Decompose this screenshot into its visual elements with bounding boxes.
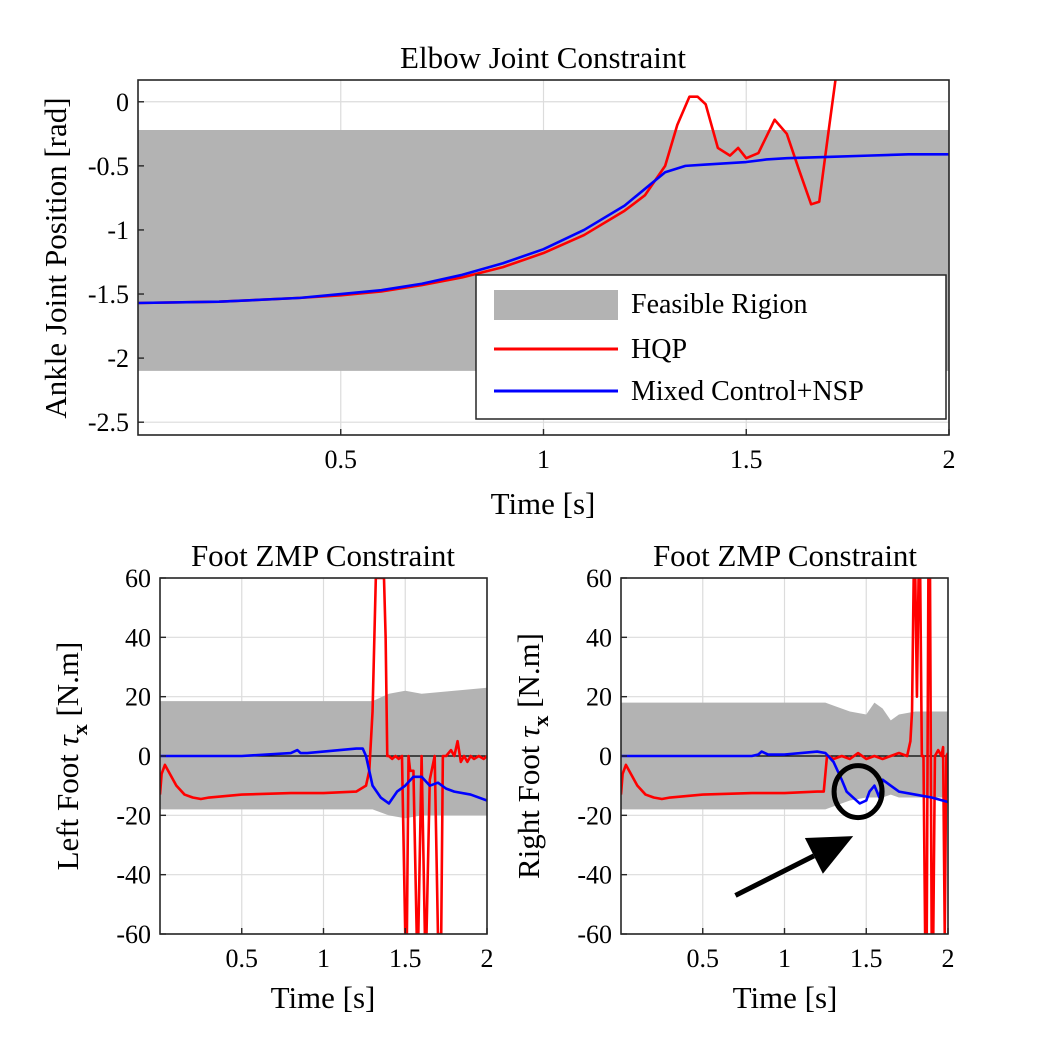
y-ticks: 0 -0.5 -1 -1.5 -2 -2.5 [88, 88, 144, 437]
y-tick-label: -0.5 [88, 152, 129, 181]
legend-label-feasible: Feasible Rigion [631, 289, 808, 320]
x-tick-label: 1 [778, 944, 791, 973]
legend-label-hqp: HQP [631, 334, 687, 365]
mixed-control-nsp-line [138, 153, 949, 305]
y-tick-label: 0 [138, 742, 151, 771]
right-foot-zmp-chart: 0.5 1 1.5 2 60 40 20 0 -20 -40 -60 Foot ZMP Const… [511, 538, 955, 1015]
arrow-head [804, 836, 854, 874]
elbow-joint-chart: 0.5 1 1.5 2 0 -0.5 -1 -1.5 -2 -2.5 Elbow Joint C… [38, 40, 956, 521]
x-tick-label: 2 [942, 944, 955, 973]
x-ticks: 0.5 1 1.5 2 [226, 928, 494, 973]
y-tick-label: -60 [577, 920, 612, 949]
y-tick-label: -2 [107, 344, 129, 373]
left-foot-zmp-chart: 0.5 1 1.5 2 60 40 20 0 -20 -40 -60 Foot ZMP Const… [50, 538, 494, 1015]
y-tick-label: 20 [586, 683, 612, 712]
highlight-circle [831, 763, 885, 821]
y-tick-label: -1 [107, 216, 129, 245]
y-tick-label: 60 [586, 564, 612, 593]
y-tick-label: -2.5 [88, 408, 129, 437]
y-axis-label-subscript: x [67, 724, 92, 735]
x-tick-label: 0.5 [325, 445, 358, 474]
y-tick-label: 40 [586, 623, 612, 652]
x-tick-label: 1 [537, 445, 550, 474]
x-tick-label: 2 [943, 445, 956, 474]
x-axis-label: Time [s] [733, 980, 838, 1015]
y-tick-label: -40 [577, 861, 612, 890]
y-axis-label-unit: [N.m] [50, 642, 85, 725]
y-tick-label: 40 [125, 623, 151, 652]
x-tick-label: 1.5 [730, 445, 763, 474]
y-axis-label: Left Foot τx [N.m] [50, 642, 92, 871]
series-lines [138, 80, 949, 305]
y-axis-label-symbol: τ [50, 733, 85, 746]
series-lines [160, 578, 487, 934]
x-axis-label: Time [s] [491, 486, 596, 521]
y-ticks: 60 40 20 0 -20 -40 -60 [577, 564, 627, 949]
x-tick-label: 1.5 [389, 944, 422, 973]
series-lines [621, 578, 948, 934]
y-axis-label: Ankle Joint Position [rad] [38, 97, 73, 418]
y-tick-label: 60 [125, 564, 151, 593]
mixed-control-nsp-line [160, 747, 487, 805]
y-tick-label: -40 [116, 861, 151, 890]
x-tick-label: 2 [481, 944, 494, 973]
arrow-shaft [734, 853, 816, 898]
hqp-line [160, 578, 487, 934]
x-ticks: 0.5 1 1.5 2 [325, 429, 956, 474]
x-axis-label: Time [s] [271, 980, 376, 1015]
y-axis-label-symbol: τ [511, 725, 546, 738]
y-tick-label: -60 [116, 920, 151, 949]
chart-title: Elbow Joint Constraint [400, 40, 686, 75]
y-axis-label-main: Right Foot [511, 738, 546, 879]
x-tick-label: 1.5 [850, 944, 883, 973]
y-axis-label-subscript: x [528, 716, 553, 727]
legend-swatch-feasible [494, 290, 618, 320]
chart-title: Foot ZMP Constraint [653, 538, 917, 573]
legend: Feasible Rigion HQP Mixed Control+NSP [475, 274, 947, 420]
x-tick-label: 1 [317, 944, 330, 973]
hqp-line [621, 578, 948, 934]
y-axis-label-unit: [N.m] [511, 633, 546, 716]
annotation [734, 763, 885, 898]
y-ticks: 60 40 20 0 -20 -40 -60 [116, 564, 166, 949]
y-tick-label: 20 [125, 683, 151, 712]
x-tick-label: 0.5 [226, 944, 259, 973]
x-tick-label: 0.5 [687, 944, 720, 973]
chart-title: Foot ZMP Constraint [191, 538, 455, 573]
y-tick-label: -1.5 [88, 280, 129, 309]
legend-label-mixed: Mixed Control+NSP [631, 376, 864, 407]
y-tick-label: 0 [116, 88, 129, 117]
y-axis-label: Right Foot τx [N.m] [511, 633, 553, 879]
x-ticks: 0.5 1 1.5 2 [687, 928, 955, 973]
mixed-control-nsp-line [621, 750, 948, 805]
y-tick-label: -20 [577, 801, 612, 830]
y-tick-label: -20 [116, 801, 151, 830]
y-tick-label: 0 [599, 742, 612, 771]
y-axis-label-main: Left Foot [50, 746, 85, 870]
